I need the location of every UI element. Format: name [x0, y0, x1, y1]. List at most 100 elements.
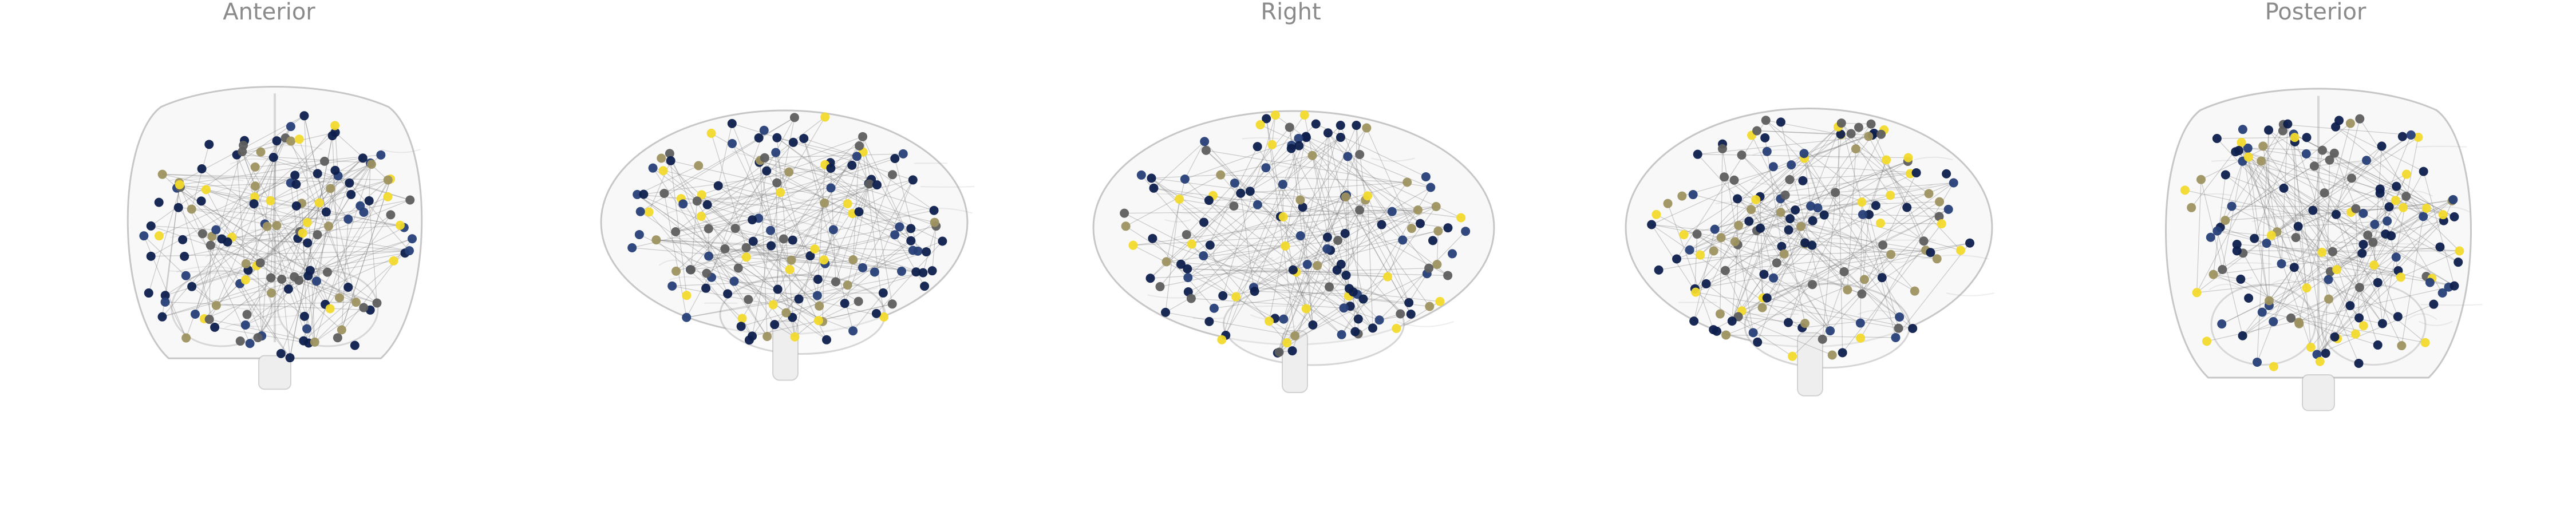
network-edge: [672, 286, 773, 306]
network-edge: [1844, 243, 1970, 272]
network-edge: [1861, 254, 1891, 295]
network-node: [1937, 219, 1946, 229]
network-edge: [874, 180, 914, 272]
network-edge: [1356, 125, 1366, 200]
network-node: [702, 268, 712, 278]
network-node: [1919, 236, 1929, 246]
network-edge: [1366, 128, 1412, 229]
network-node: [635, 207, 645, 216]
network-edge: [1277, 264, 1308, 353]
network-node: [2208, 270, 2218, 279]
network-edge: [1283, 125, 1341, 319]
network-node: [805, 251, 815, 261]
sulcus-line: [2234, 282, 2265, 289]
sulcus-line: [1814, 153, 1866, 159]
network-edge: [669, 153, 728, 294]
network-node: [372, 298, 382, 308]
network-edge: [862, 180, 914, 268]
sulcus-line: [2395, 191, 2433, 197]
network-edge: [1184, 179, 1342, 335]
network-edge: [931, 226, 937, 271]
network-edge: [1191, 181, 1408, 245]
network-edge: [764, 153, 903, 159]
network-edge: [1767, 243, 1806, 298]
network-edge: [1756, 230, 1882, 278]
network-node: [283, 284, 293, 294]
network-node: [1161, 257, 1171, 267]
network-node: [1857, 197, 1867, 207]
network-node: [1692, 229, 1702, 239]
network-node: [2243, 143, 2253, 153]
network-node: [364, 196, 374, 205]
network-node: [1710, 224, 1720, 234]
network-node: [313, 169, 322, 179]
network-node: [268, 153, 278, 163]
network-node: [1392, 324, 1401, 334]
network-edge: [655, 239, 742, 319]
network-node: [154, 231, 164, 241]
network-edge: [2298, 287, 2308, 323]
network-edge: [2293, 134, 2297, 238]
network-edge: [314, 302, 357, 343]
network-node: [1201, 145, 1211, 155]
network-node: [1363, 191, 1373, 201]
network-edge: [264, 157, 274, 224]
network-node: [908, 245, 918, 255]
network-edge: [162, 238, 413, 318]
network-node: [828, 225, 838, 235]
network-node: [2419, 167, 2428, 176]
network-node: [2324, 294, 2334, 304]
network-node: [911, 267, 921, 277]
network-edge: [1780, 122, 1831, 331]
sulcus-line: [1396, 321, 1454, 327]
network-node: [1785, 175, 1795, 184]
network-edge: [718, 123, 733, 186]
network-node: [737, 314, 747, 323]
network-node: [201, 185, 211, 195]
network-node: [266, 196, 275, 205]
network-node: [2368, 237, 2378, 247]
network-edge: [1689, 161, 1909, 251]
network-edge: [711, 133, 914, 251]
network-node: [754, 133, 764, 142]
network-node: [794, 294, 804, 304]
network-edge: [817, 164, 825, 296]
network-node: [1145, 274, 1155, 283]
network-edge: [1187, 196, 1346, 278]
network-edge: [162, 174, 289, 290]
network-node: [343, 283, 353, 292]
network-edge: [718, 185, 759, 219]
network-edge: [195, 137, 286, 315]
network-edge: [191, 199, 410, 287]
network-edge: [637, 194, 823, 322]
network-node: [1270, 110, 1280, 120]
network-node: [298, 228, 307, 238]
network-edge: [2242, 161, 2379, 283]
network-edge: [2196, 270, 2399, 293]
network-node: [843, 280, 852, 290]
network-edge: [1780, 199, 1805, 324]
network-node: [1654, 265, 1664, 275]
network-edge: [2217, 138, 2322, 253]
network-node: [1871, 201, 1880, 211]
network-edge: [758, 162, 796, 337]
network-edge: [162, 174, 405, 228]
network-node: [245, 339, 255, 348]
sulcus-line: [669, 276, 705, 281]
network-node: [2269, 362, 2278, 371]
network-node: [395, 220, 405, 230]
network-node: [2358, 321, 2368, 331]
network-node: [1311, 119, 1321, 129]
network-edge: [1240, 181, 1408, 194]
network-edge: [752, 117, 795, 336]
network-node: [748, 236, 758, 246]
network-edge: [2277, 210, 2313, 232]
network-node: [790, 332, 800, 342]
network-node: [2420, 338, 2430, 347]
network-node: [2315, 356, 2325, 366]
network-node: [389, 256, 398, 266]
sulcus-line: [2419, 320, 2453, 326]
network-edge: [1271, 115, 1276, 145]
network-node: [2238, 331, 2247, 340]
network-node: [355, 201, 365, 211]
